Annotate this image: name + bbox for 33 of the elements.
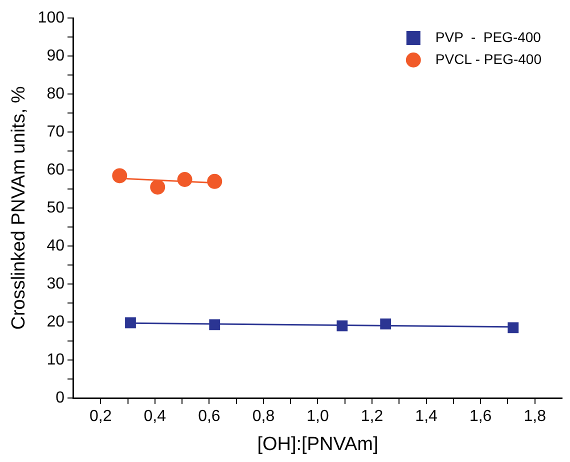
y-tick-label: 20 (46, 313, 65, 330)
x-tick-label: 1,8 (524, 408, 546, 426)
legend-label: PVP - PEG-400 (435, 28, 542, 45)
x-tick-label: 1,2 (360, 408, 384, 426)
point (150, 180, 166, 195)
y-tick-label: 30 (46, 275, 65, 292)
x-tick-label: 0,2 (90, 408, 112, 426)
point (125, 317, 136, 328)
x-tick-label: 1,6 (469, 408, 492, 426)
x-tick-label: 1,0 (306, 408, 329, 426)
point (336, 320, 348, 332)
x-tick-label: 1,4 (415, 408, 438, 426)
point (508, 322, 519, 334)
legend-label: PVCL - PEG-400 (435, 50, 542, 67)
y-tick-label: 80 (46, 85, 65, 102)
y-tick-label: 70 (46, 123, 65, 140)
y-tick-label: 90 (46, 47, 65, 64)
y-axis-title: Crosslinked PNVAm units, % (8, 86, 30, 330)
x-tick-label: 0,6 (198, 408, 220, 426)
x-axis-title: [OH]:[PNVAm] (257, 434, 378, 455)
y-tick-label: 50 (46, 199, 65, 216)
point (380, 318, 392, 330)
point (207, 174, 222, 189)
y-tick-label: 0 (56, 389, 65, 406)
point (112, 168, 128, 184)
y-tick-label: 100 (38, 9, 65, 26)
y-tick-label: 40 (46, 237, 65, 254)
x-tick-label: 0,4 (144, 408, 166, 426)
y-tick-label: 60 (46, 161, 65, 178)
point (177, 172, 192, 187)
y-tick-label: 10 (46, 351, 65, 368)
x-tick-label: 0,8 (252, 408, 275, 426)
point (209, 319, 220, 330)
